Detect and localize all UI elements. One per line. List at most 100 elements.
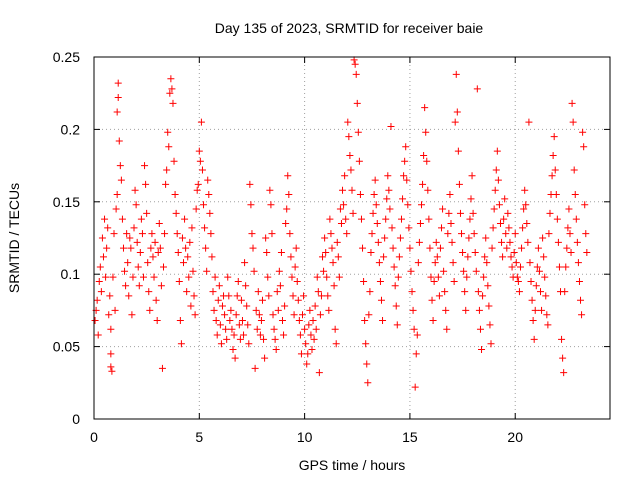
data-point <box>303 360 311 368</box>
data-point <box>193 186 201 194</box>
data-point <box>107 325 115 333</box>
data-point <box>115 137 123 145</box>
data-point <box>570 166 578 174</box>
data-point <box>413 331 421 339</box>
data-point <box>472 267 480 275</box>
data-point <box>487 340 495 348</box>
data-point <box>496 220 504 228</box>
data-point <box>582 230 590 238</box>
data-point <box>124 259 132 267</box>
data-point <box>201 224 209 232</box>
data-point <box>305 321 313 329</box>
data-point <box>203 267 211 275</box>
data-point <box>295 317 303 325</box>
data-point <box>189 267 197 275</box>
data-point <box>300 292 308 300</box>
data-point <box>276 282 284 290</box>
data-point <box>498 238 506 246</box>
data-point <box>475 306 483 314</box>
data-point <box>181 215 189 223</box>
data-point <box>333 238 341 246</box>
data-point <box>390 263 398 271</box>
data-point <box>404 201 412 209</box>
data-point <box>232 311 240 319</box>
data-point <box>569 118 577 126</box>
data-point <box>112 205 120 213</box>
data-point <box>425 215 433 223</box>
data-point <box>319 253 327 261</box>
data-point <box>229 345 237 353</box>
y-tick-label: 0.1 <box>61 266 81 282</box>
data-point <box>526 259 534 267</box>
data-point <box>326 215 334 223</box>
data-point <box>422 128 430 136</box>
data-point <box>228 325 236 333</box>
data-point <box>293 277 301 285</box>
data-point <box>401 157 409 165</box>
data-point <box>128 311 136 319</box>
data-point <box>154 248 162 256</box>
data-point <box>447 220 455 228</box>
data-point <box>373 220 381 228</box>
data-point <box>395 253 403 261</box>
data-point <box>532 282 540 290</box>
data-point <box>306 306 314 314</box>
data-point <box>357 215 365 223</box>
data-point <box>282 220 290 228</box>
data-point <box>410 325 418 333</box>
data-point <box>118 215 126 223</box>
y-axis-label: SRMTID / TECUs <box>6 183 22 293</box>
data-point <box>544 321 552 329</box>
data-point <box>429 317 437 325</box>
data-point <box>424 186 432 194</box>
data-point <box>207 230 215 238</box>
data-point <box>525 118 533 126</box>
data-point <box>164 128 172 136</box>
data-point <box>162 180 170 188</box>
data-point <box>155 220 163 228</box>
data-point <box>480 273 488 281</box>
data-point <box>441 288 449 296</box>
data-point <box>301 325 309 333</box>
data-point <box>405 224 413 232</box>
data-point <box>161 230 169 238</box>
data-point <box>538 306 546 314</box>
data-point <box>313 273 321 281</box>
data-point <box>230 331 238 339</box>
data-point <box>274 306 282 314</box>
data-point <box>479 292 487 300</box>
data-point <box>320 267 328 275</box>
data-point <box>452 70 460 78</box>
data-point <box>508 263 516 271</box>
data-point <box>459 248 467 256</box>
data-point <box>426 244 434 252</box>
data-point <box>492 166 500 174</box>
data-point <box>365 311 373 319</box>
data-point <box>99 253 107 261</box>
data-point <box>449 259 457 267</box>
data-point <box>323 273 331 281</box>
data-point <box>554 238 562 246</box>
data-point <box>142 180 150 188</box>
data-point <box>527 277 535 285</box>
data-point <box>484 282 492 290</box>
data-point <box>174 248 182 256</box>
data-point <box>252 306 260 314</box>
data-point <box>514 277 522 285</box>
data-point <box>500 215 508 223</box>
data-point <box>129 273 137 281</box>
data-point <box>94 331 102 339</box>
data-point <box>411 383 419 391</box>
data-point <box>562 263 570 271</box>
data-point <box>200 201 208 209</box>
data-point <box>260 335 268 343</box>
data-point <box>533 263 541 271</box>
data-point <box>255 311 263 319</box>
x-tick-label: 5 <box>195 429 203 445</box>
data-point <box>408 288 416 296</box>
data-point <box>403 176 411 184</box>
data-point <box>130 224 138 232</box>
data-point <box>505 224 513 232</box>
data-point <box>458 230 466 238</box>
data-point <box>546 209 554 217</box>
